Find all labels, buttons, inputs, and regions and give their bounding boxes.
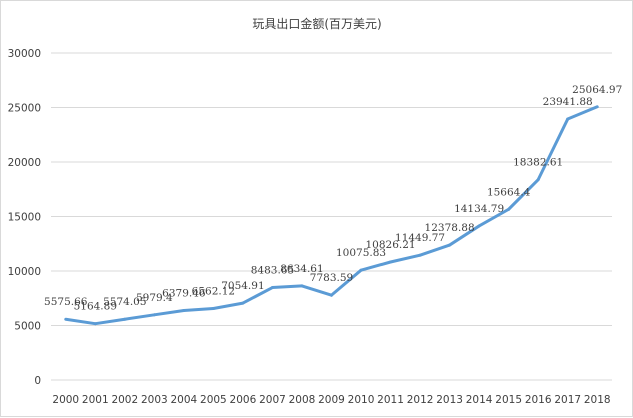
x-tick-label: 2007 <box>259 394 286 406</box>
series-segment <box>507 178 540 211</box>
y-tick-label: 10000 <box>8 266 41 278</box>
data-label: 7783.59 <box>310 272 353 284</box>
x-axis-ticks: 2000 2001 2002 2003 2004 2005 2006 2007 2008 2009… <box>52 394 610 406</box>
x-tick-label: 2002 <box>111 394 138 406</box>
data-label: 5574.05 <box>103 296 146 308</box>
x-tick-label: 2018 <box>584 394 611 406</box>
x-tick-label: 2004 <box>171 394 198 406</box>
x-tick-label: 2006 <box>230 394 257 406</box>
data-label: 5164.89 <box>74 301 117 313</box>
x-tick-label: 2014 <box>466 394 493 406</box>
x-tick-label: 2000 <box>52 394 79 406</box>
x-tick-label: 2017 <box>554 394 581 406</box>
x-tick-label: 2011 <box>377 394 404 406</box>
series-segment <box>477 207 511 228</box>
series-segment <box>448 224 481 247</box>
data-label: 7054.91 <box>221 280 264 292</box>
data-label: 15664.4 <box>487 186 531 198</box>
y-tick-label: 20000 <box>8 157 41 169</box>
series-segment <box>64 317 97 326</box>
data-label: 18382.61 <box>513 157 563 169</box>
x-tick-label: 2010 <box>348 394 375 406</box>
series-segment <box>359 260 393 272</box>
gridlines <box>51 52 612 381</box>
data-label: 5979.4 <box>136 292 173 304</box>
data-label: 25064.97 <box>572 84 622 96</box>
x-tick-label: 2016 <box>525 394 552 406</box>
series-lines <box>64 105 599 326</box>
x-tick-label: 2012 <box>407 394 434 406</box>
data-label: 12378.88 <box>425 222 475 234</box>
data-label: 14134.79 <box>454 203 504 215</box>
series-segment <box>123 313 156 321</box>
y-tick-label: 5000 <box>14 321 41 333</box>
data-label: 8483.65 <box>251 265 294 277</box>
x-tick-label: 2005 <box>200 394 227 406</box>
series-segment <box>182 306 215 312</box>
x-tick-label: 2001 <box>82 394 109 406</box>
data-label: 8634.61 <box>280 263 323 275</box>
x-tick-label: 2015 <box>495 394 522 406</box>
series-segment <box>211 301 245 310</box>
x-tick-label: 2009 <box>318 394 345 406</box>
series-segment <box>389 253 422 264</box>
x-tick-label: 2008 <box>289 394 316 406</box>
series-segment <box>536 117 570 182</box>
data-labels: 5575.665164.895574.055979.46379.466562.1… <box>44 84 622 313</box>
data-label: 10075.83 <box>336 247 386 259</box>
series-segment <box>418 243 452 257</box>
chart-title: 玩具出口金额(百万美元) <box>252 16 381 31</box>
y-tick-label: 25000 <box>8 103 41 115</box>
series-segment <box>330 268 363 297</box>
series-segment <box>93 317 127 326</box>
data-label: 10826.21 <box>365 239 415 251</box>
series-segment <box>566 105 599 121</box>
x-tick-label: 2003 <box>141 394 168 406</box>
data-label: 23941.88 <box>543 96 593 108</box>
y-axis-ticks: 0 5000 10000 15000 20000 25000 30000 <box>8 48 41 387</box>
data-label: 5575.66 <box>44 296 88 308</box>
x-tick-label: 2013 <box>436 394 463 406</box>
y-tick-label: 30000 <box>8 48 41 60</box>
series-segment <box>241 286 274 305</box>
series-segment <box>270 284 304 290</box>
y-tick-label: 15000 <box>8 212 41 224</box>
series-segment <box>152 308 186 317</box>
data-label: 6562.12 <box>192 285 235 297</box>
y-tick-label: 0 <box>34 375 41 387</box>
series-segment <box>300 284 333 297</box>
data-label: 11449.77 <box>395 232 445 244</box>
data-label: 6379.46 <box>162 287 206 299</box>
